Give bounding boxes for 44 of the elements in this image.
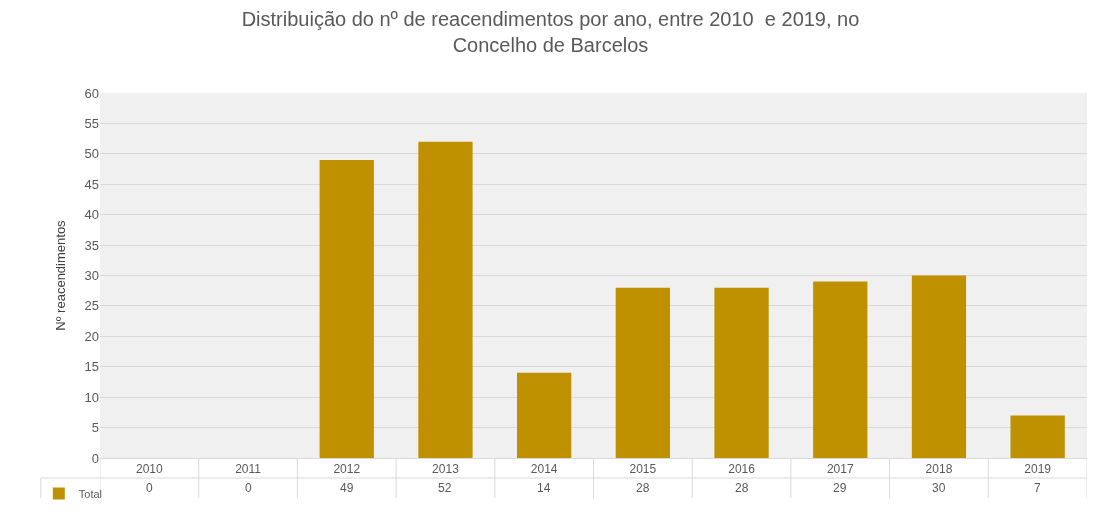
x-tick-label: 2010 bbox=[136, 462, 164, 477]
data-label: 0 bbox=[245, 481, 252, 495]
bar bbox=[714, 287, 769, 458]
y-tick-label: 35 bbox=[84, 237, 99, 253]
y-tick-label: 20 bbox=[84, 328, 99, 344]
legend-label: Total bbox=[78, 487, 103, 500]
y-tick-label: 45 bbox=[84, 176, 99, 192]
x-tick-label: 2017 bbox=[826, 462, 854, 477]
x-tick-label: 2015 bbox=[629, 462, 657, 477]
data-label: 28 bbox=[735, 481, 749, 495]
y-tick-label: 30 bbox=[84, 268, 99, 284]
bar bbox=[615, 287, 670, 458]
y-tick-label: 0 bbox=[91, 450, 99, 466]
bar bbox=[911, 275, 967, 458]
data-label: 28 bbox=[636, 481, 650, 495]
y-tick-label: 60 bbox=[84, 85, 99, 101]
bar bbox=[418, 141, 473, 458]
x-tick-label: 2011 bbox=[235, 462, 262, 477]
x-tick-label: 2013 bbox=[432, 462, 460, 477]
data-label: 0 bbox=[146, 481, 153, 495]
data-label: 30 bbox=[932, 481, 946, 495]
y-tick-label: 25 bbox=[84, 298, 99, 314]
data-label: 14 bbox=[537, 481, 551, 495]
data-label: 49 bbox=[340, 481, 354, 495]
chart-title: Distribuição do nº de reacendimentos por ano, entre 2010 e 2019, no Concelho de Barcelos bbox=[241, 8, 860, 56]
y-tick-label: 10 bbox=[84, 389, 99, 405]
x-tick-label: 2019 bbox=[1024, 462, 1052, 477]
x-tick-label: 2018 bbox=[925, 462, 953, 477]
bar bbox=[813, 281, 868, 458]
y-tick-label: 15 bbox=[84, 359, 99, 375]
x-tick-label: 2012 bbox=[333, 462, 361, 477]
bar bbox=[1010, 415, 1065, 458]
y-tick-label: 5 bbox=[91, 420, 99, 436]
data-label: 7 bbox=[1034, 481, 1041, 495]
y-tick-label: 55 bbox=[84, 115, 99, 131]
data-label: 52 bbox=[438, 481, 452, 495]
y-axis-title: Nº reacendimentos bbox=[53, 219, 69, 331]
y-tick-label: 50 bbox=[84, 146, 99, 162]
data-label: 29 bbox=[833, 481, 847, 495]
x-tick-label: 2016 bbox=[728, 462, 756, 477]
x-tick-label: 2014 bbox=[530, 462, 558, 477]
y-tick-label: 40 bbox=[84, 207, 99, 223]
bar bbox=[319, 159, 374, 458]
bar bbox=[517, 372, 572, 458]
